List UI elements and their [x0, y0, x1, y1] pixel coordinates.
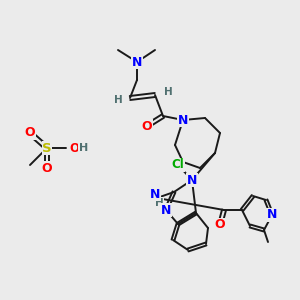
Text: H: H: [154, 198, 164, 208]
Text: O: O: [25, 127, 35, 140]
Text: O: O: [215, 218, 225, 232]
Text: Cl: Cl: [172, 158, 184, 172]
Text: O: O: [42, 161, 52, 175]
Text: H: H: [114, 95, 122, 105]
Text: S: S: [42, 142, 52, 154]
Text: H: H: [79, 143, 88, 153]
Text: N: N: [267, 208, 277, 221]
Text: OH: OH: [69, 142, 89, 154]
Text: O: O: [142, 119, 152, 133]
Text: N: N: [187, 173, 197, 187]
Text: N: N: [161, 203, 171, 217]
Text: N: N: [178, 113, 188, 127]
Text: N: N: [132, 56, 142, 68]
Text: N: N: [150, 188, 160, 200]
Text: H: H: [164, 87, 172, 97]
